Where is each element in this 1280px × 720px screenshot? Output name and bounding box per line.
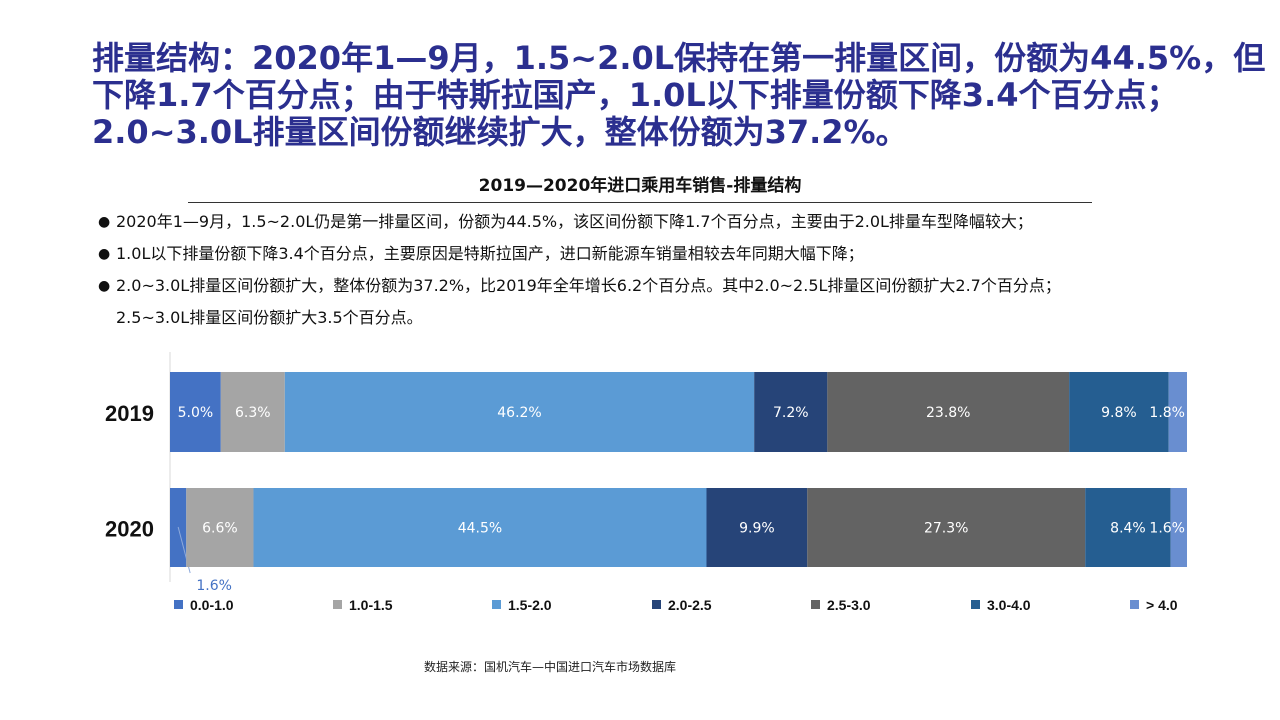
chart-title: 2019—2020年进口乘用车销售-排量结构 xyxy=(478,176,802,196)
bullet-item: ● 2020年1—9月，1.5~2.0L仍是第一排量区间，份额为44.5%，该区… xyxy=(98,206,1268,238)
data-label: 6.3% xyxy=(235,405,271,421)
data-label: 5.0% xyxy=(178,405,214,421)
legend-swatch xyxy=(971,600,980,609)
bar-segment xyxy=(170,372,221,452)
source-note: 数据来源：国机汽车—中国进口汽车市场数据库 xyxy=(423,660,676,674)
bullet-item: ● 2.0~3.0L排量区间份额扩大，整体份额为37.2%，比2019年全年增长… xyxy=(98,270,1268,302)
data-label: 46.2% xyxy=(497,405,541,421)
bar-segment xyxy=(1069,372,1169,452)
data-label: 1.6% xyxy=(196,578,232,594)
bullet-text: 2020年1—9月，1.5~2.0L仍是第一排量区间，份额为44.5%，该区间份… xyxy=(116,212,1033,231)
data-label: 1.8% xyxy=(1149,405,1185,421)
headline-line: 排量结构：2020年1—9月，1.5~2.0L保持在第一排量区间，份额为44.5… xyxy=(92,39,1266,77)
legend-label: 1.0-1.5 xyxy=(349,597,393,613)
headline-line: 下降1.7个百分点；由于特斯拉国产，1.0L以下排量份额下降3.4个百分点； xyxy=(92,76,1179,114)
data-label: 27.3% xyxy=(924,521,968,537)
data-label: 44.5% xyxy=(458,521,502,537)
data-label: 7.2% xyxy=(773,405,809,421)
legend-label: > 4.0 xyxy=(1146,597,1178,613)
bar-segment xyxy=(807,488,1086,567)
data-label: 8.4% xyxy=(1110,521,1146,537)
bullet-marker: ● xyxy=(98,246,111,262)
legend-label: 3.0-4.0 xyxy=(987,597,1031,613)
bar-segment xyxy=(284,372,755,452)
bar-segment xyxy=(220,372,285,452)
data-label: 9.9% xyxy=(739,521,775,537)
data-label: 6.6% xyxy=(202,521,238,537)
bar-segment xyxy=(754,372,828,452)
legend-label: 2.0-2.5 xyxy=(668,597,712,613)
data-label: 1.6% xyxy=(1149,521,1185,537)
bullet-text: 2.0~3.0L排量区间份额扩大，整体份额为37.2%，比2019年全年增长6.… xyxy=(116,276,1061,295)
bar-segment xyxy=(1085,488,1171,567)
legend-swatch xyxy=(333,600,342,609)
bullet-item: ● 1.0L以下排量份额下降3.4个百分点，主要原因是特斯拉国产，进口新能源车销… xyxy=(98,238,1268,270)
bullet-text: 1.0L以下排量份额下降3.4个百分点，主要原因是特斯拉国产，进口新能源车销量相… xyxy=(116,244,864,263)
bar-segment xyxy=(827,372,1070,452)
headline: 排量结构：2020年1—9月，1.5~2.0L保持在第一排量区间，份额为44.5… xyxy=(92,40,1272,151)
bar-segment xyxy=(186,488,254,567)
category-label: 2019 xyxy=(105,401,154,426)
category-label: 2020 xyxy=(105,517,154,542)
bullet-marker: ● xyxy=(98,214,111,230)
legend-label: 1.5-2.0 xyxy=(508,597,552,613)
legend-swatch xyxy=(492,600,501,609)
title-divider xyxy=(188,202,1092,203)
bar-segment xyxy=(253,488,707,567)
legend-swatch xyxy=(811,600,820,609)
legend-swatch xyxy=(174,600,183,609)
bar-segment xyxy=(1168,372,1187,452)
bar-segment xyxy=(706,488,808,567)
data-label: 9.8% xyxy=(1101,405,1137,421)
bar-segment xyxy=(1170,488,1187,567)
legend-swatch xyxy=(1130,600,1139,609)
legend-swatch xyxy=(652,600,661,609)
bullet-marker: ● xyxy=(98,278,111,294)
headline-line: 2.0~3.0L排量区间份额继续扩大，整体份额为37.2%。 xyxy=(92,113,908,151)
legend-label: 0.0-1.0 xyxy=(190,597,234,613)
legend-label: 2.5-3.0 xyxy=(827,597,871,613)
bullet-list: ● 2020年1—9月，1.5~2.0L仍是第一排量区间，份额为44.5%，该区… xyxy=(98,206,1268,334)
data-label: 23.8% xyxy=(926,405,970,421)
bullet-continuation: 2.5~3.0L排量区间份额扩大3.5个百分点。 xyxy=(116,308,423,327)
